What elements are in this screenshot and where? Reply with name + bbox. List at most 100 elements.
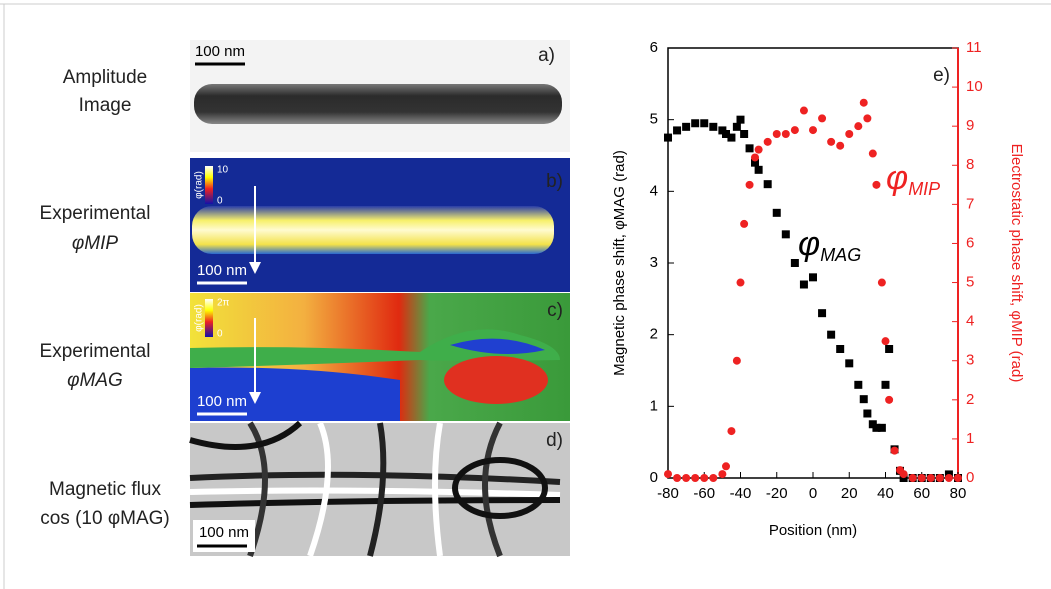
y-tick-label: 6 — [650, 39, 658, 56]
point — [799, 280, 808, 289]
point — [908, 474, 917, 482]
point — [722, 462, 730, 471]
annotation: φMIP — [886, 159, 940, 199]
panel-label: cos (10 φMAG) — [40, 508, 170, 529]
point — [845, 359, 854, 368]
x-tick-label: 60 — [913, 485, 930, 502]
colorbar-min: 0 — [217, 329, 223, 340]
y-tick-label: 0 — [650, 469, 658, 486]
point — [877, 423, 886, 432]
x-tick-label: -80 — [657, 485, 679, 502]
x-tick-label: 40 — [877, 485, 894, 502]
point — [754, 165, 763, 174]
annotation-subscript: MAG — [820, 245, 861, 265]
point — [751, 153, 759, 162]
point — [881, 337, 890, 346]
point — [872, 180, 881, 189]
phase-region — [190, 367, 400, 421]
point — [954, 474, 962, 482]
y2-tick-label: 1 — [966, 430, 974, 447]
annotation-symbol: φ — [798, 225, 820, 263]
panel-label: φMIP — [72, 233, 119, 254]
point — [790, 126, 799, 135]
colorbar — [205, 166, 213, 204]
y2-tick-label: 7 — [966, 195, 974, 212]
y2-tick-label: 8 — [966, 156, 974, 173]
y2-tick-label: 3 — [966, 352, 974, 369]
arrow-head — [249, 392, 261, 404]
y2-tick-label: 10 — [966, 78, 983, 95]
scale-label: 100 nm — [199, 524, 249, 541]
point — [944, 474, 953, 482]
annotation-symbol: φ — [886, 159, 908, 197]
point — [718, 470, 727, 479]
point — [836, 141, 845, 150]
y-tick-label: 4 — [650, 182, 658, 199]
point — [763, 180, 772, 189]
plot-frame — [667, 47, 959, 479]
annotation-subscript: MIP — [908, 179, 940, 199]
phase-region — [190, 329, 560, 368]
point — [881, 380, 890, 389]
point — [772, 130, 781, 138]
point — [818, 114, 827, 123]
point — [854, 122, 863, 131]
colorbar-title: φ(rad) — [194, 171, 205, 199]
point — [872, 423, 881, 432]
point — [682, 474, 691, 482]
y2-axis-label: Electrostatic phase shift, φMIP (rad) — [1008, 144, 1025, 383]
point — [772, 208, 781, 217]
point — [763, 137, 772, 146]
point — [727, 427, 736, 436]
point — [722, 130, 730, 138]
x-tick-label: -20 — [766, 485, 788, 502]
point — [790, 259, 799, 267]
x-tick-label: -60 — [693, 485, 715, 502]
colorbar-title: φ(rad) — [194, 304, 205, 332]
panel-label: φMAG — [67, 370, 123, 391]
point — [863, 114, 872, 123]
nanowire — [194, 84, 562, 124]
arrow-head — [249, 262, 261, 274]
phase-region — [444, 356, 548, 404]
point — [809, 126, 817, 135]
y2-tick-label: 11 — [966, 39, 982, 56]
y-tick-label: 5 — [650, 111, 658, 128]
y2-tick-label: 6 — [966, 234, 974, 251]
y2-tick-label: 2 — [966, 391, 974, 408]
point — [732, 356, 741, 365]
panel-label: Experimental — [40, 341, 151, 362]
colorbar-min: 0 — [217, 196, 223, 207]
chart: -80 -60 -40 -20 0 20 40 60 800123456012345678910… — [611, 39, 1025, 539]
point — [691, 474, 700, 482]
point — [751, 158, 759, 167]
panel-label: Amplitude — [63, 67, 148, 88]
y-tick-label: 3 — [650, 254, 658, 271]
point — [745, 144, 754, 153]
point — [836, 345, 845, 353]
point — [682, 122, 691, 131]
panel-letter: c) — [547, 300, 563, 321]
point — [935, 474, 944, 482]
x-axis-label: Position (nm) — [769, 522, 857, 539]
x-tick-label: 0 — [809, 485, 817, 502]
point — [740, 219, 749, 228]
point — [818, 309, 827, 318]
point — [868, 149, 877, 158]
point — [673, 474, 682, 482]
panel-letter: d) — [546, 430, 563, 451]
phase-region — [450, 338, 545, 354]
point — [845, 130, 854, 138]
panel-letter: e) — [933, 65, 950, 86]
point — [877, 278, 886, 287]
point — [709, 122, 718, 131]
point — [664, 133, 672, 142]
x-tick-label: -40 — [730, 485, 752, 502]
point — [899, 470, 908, 479]
point — [727, 133, 736, 142]
point — [809, 273, 817, 282]
nanowire — [192, 206, 554, 254]
point — [890, 446, 899, 455]
scale-label: 100 nm — [195, 43, 245, 60]
point — [917, 474, 926, 482]
